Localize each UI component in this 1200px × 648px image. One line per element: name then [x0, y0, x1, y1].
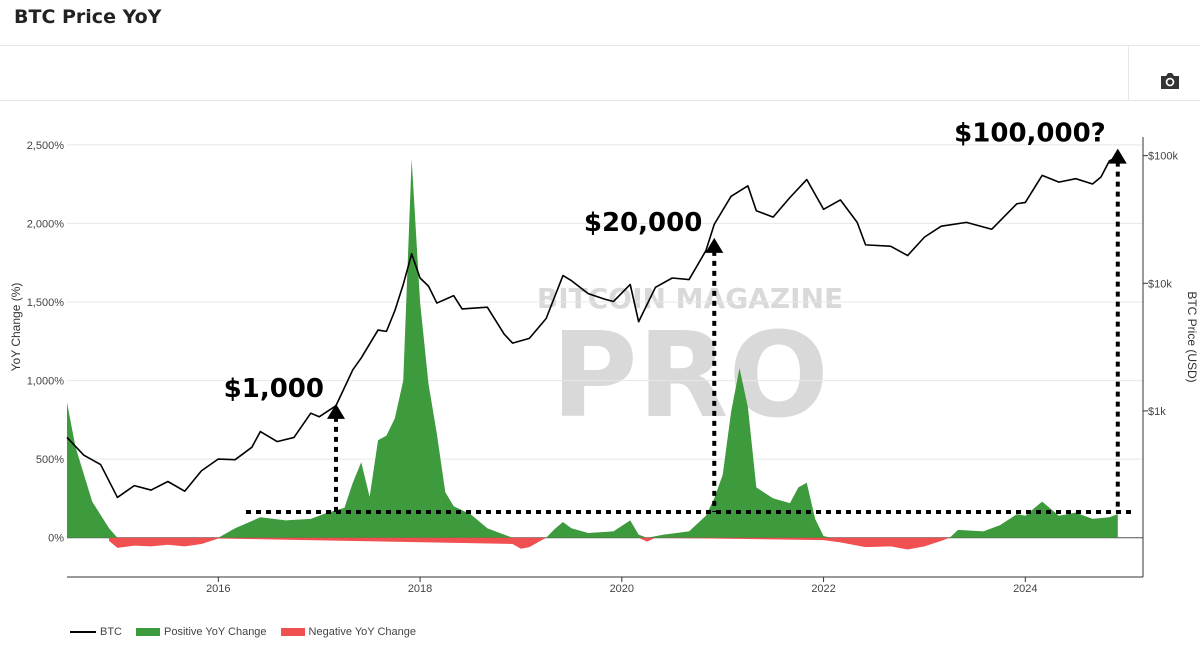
header-divider: [0, 45, 1200, 46]
legend-item-btc[interactable]: BTC: [70, 626, 122, 638]
btc-line-layer: [66, 156, 1119, 499]
annotation-guides: [246, 161, 1135, 514]
legend-swatch-negative: [280, 628, 305, 636]
y-right-tick-label: $100k: [1148, 151, 1178, 163]
y-left-tick-label: 0%: [48, 533, 64, 545]
annotation-marker: [1108, 148, 1127, 164]
watermark-text-top: BITCOIN MAGAZINE: [537, 282, 843, 315]
y-left-tick-label: 1,500%: [27, 297, 65, 309]
legend-label-positive: Positive YoY Change: [164, 626, 267, 638]
btc-yoy-chart: BITCOIN MAGAZINE PRO 2,500% 2,000% 1,500% 1…: [9, 119, 1199, 595]
y-left-tick-label: 1,000%: [27, 376, 65, 388]
annotation-label: $100,000?: [954, 119, 1106, 149]
yoy-areas: [67, 159, 1118, 550]
legend-label-negative: Negative YoY Change: [308, 626, 416, 638]
annotation-label: $1,000: [224, 374, 324, 404]
negative-yoy-area: [109, 537, 950, 550]
y-left-axis-title: YoY Change (%): [9, 283, 23, 372]
annotation-marker: [705, 237, 724, 253]
legend-swatch-btc: [70, 631, 96, 633]
x-tick-label: 2018: [408, 583, 432, 595]
btc-price-line: [66, 156, 1119, 499]
x-tick-label: 2022: [811, 583, 835, 595]
axes: 2,500% 2,000% 1,500% 1,000% 500% 0% $100k $10k $…: [9, 137, 1199, 595]
annotations: $1,000 $20,000 $100,000?: [224, 119, 1127, 419]
y-right-tick-label: $10k: [1148, 278, 1172, 290]
toolbar-divider: [0, 100, 1200, 101]
toolbar-separator: [1128, 46, 1129, 100]
x-tick-label: 2016: [206, 583, 230, 595]
legend-item-positive[interactable]: Positive YoY Change: [136, 626, 267, 638]
watermark-text-main: PRO: [551, 306, 829, 444]
legend-swatch-positive: [136, 628, 160, 636]
watermark: BITCOIN MAGAZINE PRO: [537, 282, 843, 444]
page-title: BTC Price YoY: [14, 6, 162, 28]
y-right-tick-label: $1k: [1148, 406, 1166, 418]
y-right-axis-title: BTC Price (USD): [1185, 291, 1199, 382]
x-tick-label: 2020: [610, 583, 634, 595]
x-tick-label: 2024: [1013, 583, 1037, 595]
legend: BTC Positive YoY Change Negative YoY Cha…: [70, 626, 424, 638]
camera-icon[interactable]: [1158, 70, 1182, 92]
y-left-tick-label: 500%: [36, 454, 64, 466]
annotation-label: $20,000: [584, 208, 702, 238]
legend-item-negative[interactable]: Negative YoY Change: [280, 626, 416, 638]
annotation-marker: [327, 403, 345, 419]
y-left-tick-label: 2,000%: [27, 218, 65, 230]
y-left-tick-label: 2,500%: [27, 140, 65, 152]
legend-label-btc: BTC: [100, 626, 122, 638]
